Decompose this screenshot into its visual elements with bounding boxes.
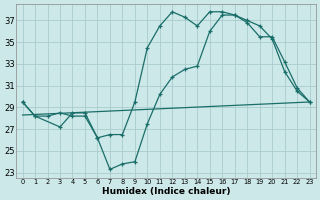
X-axis label: Humidex (Indice chaleur): Humidex (Indice chaleur) — [102, 187, 230, 196]
